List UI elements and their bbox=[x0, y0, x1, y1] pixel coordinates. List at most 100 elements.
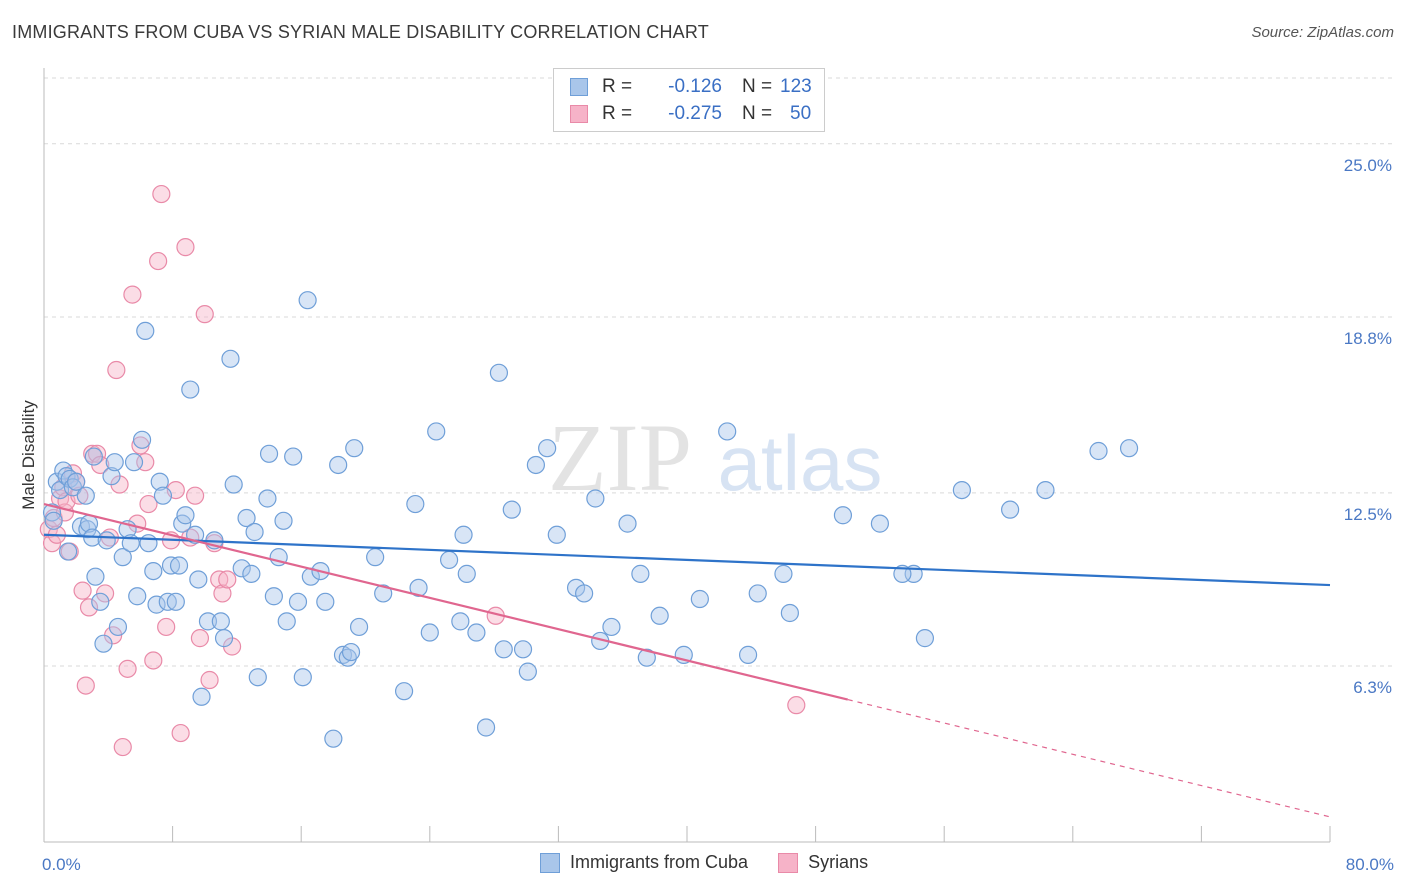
point-cuba bbox=[198, 612, 218, 631]
point-cuba bbox=[1036, 481, 1055, 500]
point-cuba bbox=[147, 595, 166, 614]
point-cuba bbox=[169, 556, 189, 575]
point-cuba bbox=[631, 564, 650, 583]
point-syrians bbox=[144, 651, 163, 670]
point-cuba bbox=[833, 506, 853, 525]
point-cuba bbox=[176, 506, 195, 525]
point-syrians bbox=[218, 570, 237, 589]
y-tick-label: 6.3% bbox=[1353, 678, 1392, 697]
point-syrians bbox=[186, 486, 205, 505]
point-cuba bbox=[457, 564, 476, 583]
y-axis-label: Male Disability bbox=[19, 400, 38, 510]
point-cuba bbox=[366, 548, 385, 567]
point-cuba bbox=[420, 623, 439, 642]
legend-swatch-blue bbox=[570, 78, 588, 96]
point-cuba bbox=[494, 640, 513, 659]
point-syrians bbox=[176, 238, 195, 257]
point-cuba bbox=[298, 291, 317, 310]
point-cuba bbox=[237, 508, 256, 528]
point-cuba bbox=[513, 640, 533, 659]
point-cuba bbox=[338, 648, 357, 667]
point-cuba bbox=[221, 349, 240, 368]
point-cuba bbox=[97, 531, 116, 550]
point-cuba bbox=[63, 478, 83, 497]
point-syrians bbox=[149, 251, 168, 271]
point-cuba bbox=[718, 422, 737, 441]
point-cuba bbox=[86, 567, 105, 586]
point-cuba bbox=[288, 592, 308, 611]
point-syrians bbox=[213, 584, 232, 603]
point-syrians bbox=[195, 305, 214, 324]
point-cuba bbox=[952, 481, 971, 500]
point-cuba bbox=[502, 500, 521, 519]
point-cuba bbox=[232, 559, 251, 578]
bottom-legend-label-cuba: Immigrants from Cuba bbox=[570, 852, 749, 872]
point-cuba bbox=[467, 623, 486, 642]
point-cuba bbox=[91, 592, 110, 611]
point-cuba bbox=[637, 648, 656, 667]
point-cuba bbox=[277, 612, 296, 631]
point-cuba bbox=[144, 561, 163, 581]
point-syrians bbox=[107, 360, 126, 380]
point-cuba bbox=[324, 729, 343, 748]
point-cuba bbox=[575, 584, 594, 603]
point-cuba bbox=[738, 645, 758, 664]
point-cuba bbox=[526, 455, 545, 475]
point-cuba bbox=[248, 668, 267, 687]
point-syrians bbox=[123, 285, 142, 304]
point-cuba bbox=[259, 444, 279, 463]
point-cuba bbox=[1119, 439, 1139, 458]
point-cuba bbox=[94, 634, 113, 653]
point-syrians bbox=[73, 581, 92, 600]
bottom-legend: Immigrants from Cuba Syrians bbox=[540, 852, 898, 873]
point-cuba bbox=[586, 489, 605, 508]
point-cuba bbox=[67, 472, 86, 491]
point-syrians bbox=[79, 598, 99, 617]
point-cuba bbox=[284, 447, 303, 466]
point-cuba bbox=[76, 486, 95, 505]
y-tick-label: 18.8% bbox=[1344, 329, 1392, 348]
bottom-legend-item-cuba: Immigrants from Cuba bbox=[540, 852, 748, 873]
point-cuba bbox=[113, 548, 132, 567]
trend-line-syrians-extension bbox=[847, 698, 1331, 818]
point-cuba bbox=[538, 439, 557, 458]
point-cuba bbox=[774, 564, 793, 583]
point-syrians bbox=[87, 444, 107, 463]
point-cuba bbox=[341, 642, 361, 662]
point-cuba bbox=[214, 629, 234, 648]
point-cuba bbox=[293, 668, 312, 687]
point-cuba bbox=[153, 486, 173, 505]
point-cuba bbox=[690, 589, 709, 609]
point-syrians bbox=[157, 617, 176, 637]
point-cuba bbox=[124, 453, 144, 472]
point-cuba bbox=[102, 467, 121, 486]
y-tick-label: 12.5% bbox=[1344, 505, 1392, 524]
bottom-legend-swatch-blue bbox=[540, 852, 560, 873]
point-cuba bbox=[1089, 441, 1108, 461]
point-syrians bbox=[190, 629, 210, 648]
point-cuba bbox=[650, 606, 669, 625]
y-tick-label: 25.0% bbox=[1344, 156, 1392, 175]
point-cuba bbox=[211, 612, 230, 631]
point-cuba bbox=[329, 455, 348, 475]
chart-title: IMMIGRANTS FROM CUBA VS SYRIAN MALE DISA… bbox=[12, 22, 709, 42]
point-cuba bbox=[780, 603, 799, 623]
point-cuba bbox=[150, 472, 169, 491]
point-cuba bbox=[84, 447, 103, 466]
legend-row-cuba: R = -0.126 N = 123 bbox=[570, 74, 812, 100]
watermark-zip: ZIP bbox=[548, 404, 692, 511]
point-cuba bbox=[57, 467, 76, 486]
point-cuba bbox=[893, 564, 912, 583]
legend-n-label: N = bbox=[742, 103, 773, 124]
legend-r-label: R = bbox=[602, 103, 633, 124]
trend-line-cuba bbox=[43, 533, 1331, 587]
point-cuba bbox=[1001, 500, 1020, 519]
legend-r-value: -0.126 bbox=[668, 76, 722, 97]
point-cuba bbox=[105, 453, 124, 472]
point-cuba bbox=[166, 592, 185, 611]
point-syrians bbox=[139, 494, 158, 514]
point-cuba bbox=[618, 514, 637, 533]
point-syrians bbox=[95, 584, 115, 603]
point-cuba bbox=[59, 542, 78, 561]
